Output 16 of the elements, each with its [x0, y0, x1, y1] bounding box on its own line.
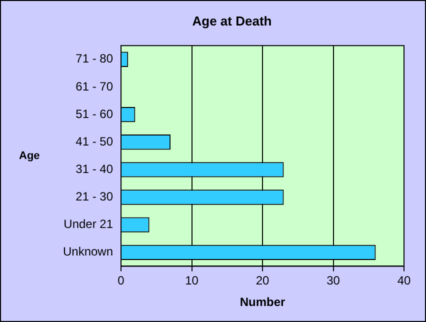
y-tick-label: 21 - 30	[76, 190, 114, 204]
y-axis-title: Age	[19, 150, 40, 162]
y-tick-label: 51 - 60	[76, 106, 114, 121]
y-tick-label: 71 - 80	[76, 52, 114, 66]
x-tick-label: 40	[397, 274, 411, 288]
x-tick-label: 30	[326, 274, 340, 288]
x-axis-title: Number	[240, 295, 286, 310]
y-tick-label: 41 - 50	[76, 134, 114, 148]
x-tick-label: 10	[185, 274, 199, 288]
y-tick-label: 31 - 40	[76, 162, 114, 176]
chart-title: Age at Death	[192, 13, 272, 28]
y-tick-label: Unknown	[62, 244, 114, 259]
y-tick-label: Under 21	[64, 217, 114, 232]
x-tick-label: 0	[118, 274, 125, 288]
x-tick-label: 20	[256, 274, 270, 288]
y-tick-label: 61 - 70	[76, 79, 114, 94]
